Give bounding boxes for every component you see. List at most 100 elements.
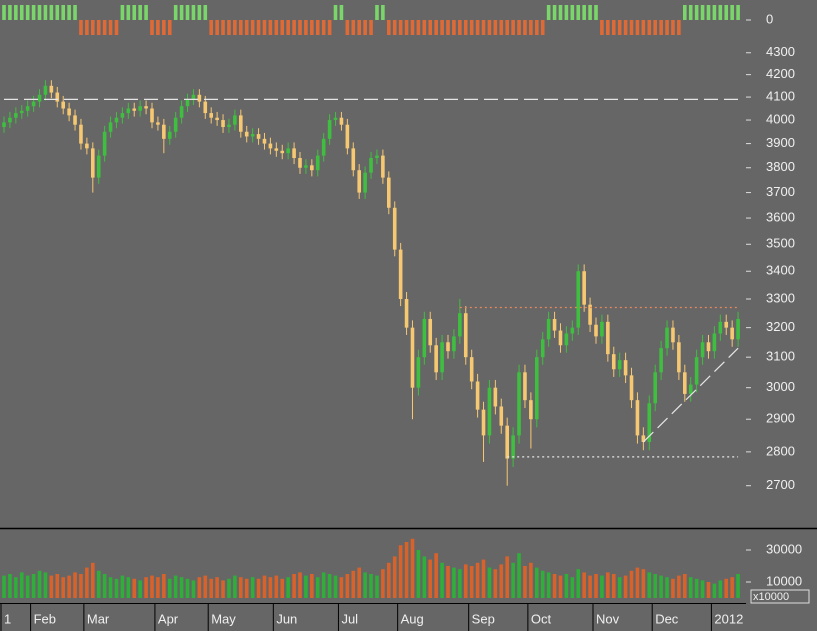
candle-body <box>641 435 646 442</box>
bar <box>706 582 711 598</box>
bar <box>529 20 533 35</box>
candle-body <box>286 148 290 154</box>
bar <box>126 5 131 20</box>
bar <box>511 20 515 35</box>
bar <box>357 567 361 598</box>
candle-body <box>327 120 332 139</box>
bar <box>286 20 290 35</box>
candle-body <box>381 155 385 178</box>
unit-box <box>750 589 810 604</box>
bar <box>114 578 119 598</box>
bar <box>280 20 285 35</box>
bar <box>558 5 563 20</box>
candle-body <box>239 115 243 132</box>
bar <box>79 574 83 598</box>
bar <box>67 575 71 598</box>
bar <box>718 580 723 598</box>
candle-body <box>339 117 344 125</box>
bar <box>493 20 498 35</box>
bar <box>564 574 569 598</box>
candle-body <box>179 106 184 118</box>
candle-body <box>493 387 498 407</box>
candle-body <box>209 113 213 118</box>
bar <box>481 559 486 598</box>
candle-body <box>582 271 586 305</box>
candle-body <box>8 117 12 123</box>
bar <box>310 574 314 598</box>
candle-body <box>357 170 361 193</box>
bar <box>233 20 237 35</box>
y-tick-label: 0 <box>766 11 773 26</box>
candle-body <box>517 372 521 436</box>
bar <box>79 20 83 35</box>
candle-body <box>37 94 42 102</box>
candle-body <box>185 99 190 107</box>
bar <box>351 20 356 35</box>
bar <box>315 20 320 35</box>
x-tick-label: Apr <box>158 611 179 626</box>
bar <box>120 575 125 598</box>
candle-body <box>683 372 687 394</box>
candle-body <box>102 131 107 156</box>
bar <box>724 5 729 20</box>
bar <box>617 577 622 598</box>
bar <box>292 20 296 35</box>
candle-body <box>535 357 539 420</box>
bar <box>73 572 77 598</box>
candle-body <box>511 435 515 459</box>
bar <box>150 575 154 598</box>
x-tick-label: Mar <box>87 611 110 626</box>
bar <box>736 574 740 598</box>
candle-body <box>718 321 723 334</box>
bar <box>481 20 486 35</box>
y-tick-label: 3600 <box>766 209 795 224</box>
bar <box>369 574 373 598</box>
bar <box>321 20 326 35</box>
bar <box>49 575 54 598</box>
bar <box>600 20 604 35</box>
y-tick-label: 3400 <box>766 263 795 278</box>
bar <box>517 553 521 598</box>
bar <box>91 20 95 35</box>
bar <box>298 20 302 35</box>
bar <box>144 577 148 598</box>
bar <box>315 577 320 598</box>
bar <box>416 20 421 35</box>
bar <box>102 20 107 35</box>
bar <box>600 575 604 598</box>
bar <box>730 577 734 598</box>
bar <box>2 5 6 20</box>
bar <box>126 577 131 598</box>
candle-body <box>487 387 492 436</box>
bar <box>487 567 492 598</box>
bar <box>221 20 225 35</box>
x-tick-label: Jul <box>341 611 358 626</box>
bar <box>173 575 178 598</box>
volume-unit: x10000 <box>753 591 789 603</box>
candle-body <box>730 327 734 340</box>
candle-body <box>428 318 433 346</box>
bar <box>304 20 308 35</box>
candle-body <box>79 124 83 144</box>
bar <box>156 577 160 598</box>
bar <box>688 577 693 598</box>
candle-body <box>665 327 669 349</box>
bar <box>244 578 249 598</box>
bar <box>712 5 717 20</box>
bar <box>677 575 681 598</box>
bar <box>108 20 113 35</box>
candle-body <box>215 117 219 121</box>
bar <box>452 20 456 35</box>
candle-body <box>274 148 279 151</box>
bar <box>215 577 219 598</box>
x-tick-label: Feb <box>34 611 56 626</box>
candle-body <box>576 271 581 328</box>
bar <box>688 5 693 20</box>
bar <box>392 556 397 598</box>
bar <box>43 5 48 20</box>
candle-body <box>138 106 142 111</box>
bar <box>2 575 6 598</box>
candle-body <box>250 134 255 137</box>
bar <box>588 5 592 20</box>
bar <box>404 542 409 598</box>
